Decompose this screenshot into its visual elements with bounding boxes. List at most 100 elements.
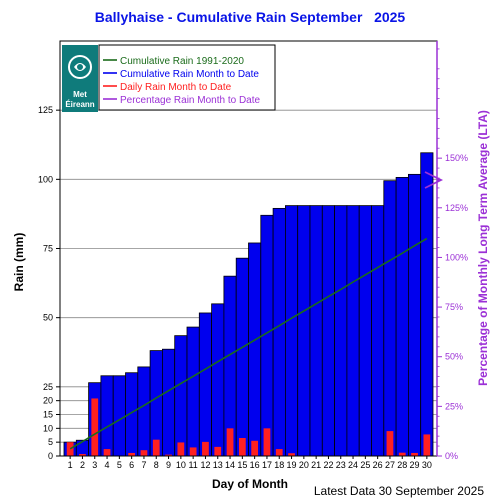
y-axis-label: Rain (mm) <box>12 233 26 292</box>
cumulative-bar-day-23 <box>334 205 348 457</box>
daily-bar-day-15 <box>238 438 246 456</box>
daily-bar-day-9 <box>165 454 172 456</box>
y2-tick-label-150%: 150% <box>445 153 468 163</box>
x-tick-label-13: 13 <box>213 460 223 470</box>
cumulative-bar-day-22 <box>321 205 335 457</box>
x-tick-label-15: 15 <box>237 460 247 470</box>
met-eireann-logo: Met Éireann <box>62 45 98 112</box>
right-axis-ticks: 0% 25% 50% 75% 100% 125% 150% <box>437 48 468 461</box>
y-tick-label-20: 20 <box>43 396 53 406</box>
x-tick-label-17: 17 <box>262 460 272 470</box>
daily-bar-day-30 <box>423 434 431 456</box>
lta-cumulative-line <box>69 237 428 450</box>
x-axis-label: Day of Month <box>212 477 288 491</box>
y2-tick-label-0%: 0% <box>445 451 458 461</box>
x-tick-label-7: 7 <box>141 460 146 470</box>
left-axis-ticks: 0 5 10 15 20 25 50 75 100 125 <box>38 105 60 461</box>
cumulative-bar-day-11 <box>186 326 200 457</box>
cumulative-bar-day-12 <box>198 312 213 457</box>
daily-bar-day-29 <box>411 452 418 456</box>
daily-bar-day-14 <box>226 428 234 456</box>
x-tick-label-11: 11 <box>188 460 197 470</box>
cumulative-bar-day-9 <box>161 348 176 457</box>
x-tick-label-12: 12 <box>200 460 210 470</box>
y2-axis-label: Percentage of Monthly Long Term Average … <box>476 110 490 386</box>
x-tick-label-30: 30 <box>422 460 432 470</box>
x-axis-ticks: 1 2 3 4 5 6 7 8 9 10 11 12 13 14 15 16 17 18 19 20 21 22 23 24 2… <box>68 456 432 470</box>
latest-data-note: Latest Data 30 September 2025 <box>314 484 484 498</box>
x-tick-label-6: 6 <box>129 460 134 470</box>
x-tick-label-22: 22 <box>323 460 333 470</box>
cumulative-bar-day-26 <box>371 205 385 457</box>
daily-bar-day-19 <box>288 453 295 456</box>
x-tick-label-8: 8 <box>154 460 159 470</box>
x-tick-label-9: 9 <box>166 460 171 470</box>
cumulative-bar-day-30 <box>420 152 434 457</box>
daily-bar-day-2 <box>79 454 86 456</box>
daily-bar-day-6 <box>128 452 136 456</box>
cumulative-bar-day-5 <box>112 375 126 457</box>
y-tick-label-10: 10 <box>43 423 53 433</box>
daily-bar-day-4 <box>103 449 111 456</box>
y-tick-label-5: 5 <box>48 437 53 447</box>
legend-percentage: Percentage Rain Month to Date <box>120 95 261 106</box>
y2-tick-label-125%: 125% <box>445 203 468 213</box>
x-tick-label-19: 19 <box>287 460 297 470</box>
cumulative-bar-day-27 <box>383 180 397 457</box>
daily-bar-day-8 <box>152 439 160 456</box>
x-tick-label-29: 29 <box>410 460 420 470</box>
daily-bar-day-16 <box>251 440 259 456</box>
y2-tick-label-75%: 75% <box>445 302 463 312</box>
cumulative-bar-day-16 <box>248 242 262 457</box>
cumulative-bar-day-7 <box>137 366 151 457</box>
y2-tick-label-25%: 25% <box>445 401 463 411</box>
legend-cumulative: Cumulative Rain Month to Date <box>120 69 259 80</box>
x-tick-label-26: 26 <box>373 460 383 470</box>
daily-bar-day-27 <box>386 431 394 456</box>
cumulative-bar-day-10 <box>174 335 188 457</box>
cumulative-bar-day-25 <box>358 205 372 457</box>
x-tick-label-28: 28 <box>397 460 407 470</box>
daily-bar-day-12 <box>202 441 209 456</box>
cumulative-bar-day-20 <box>297 205 311 457</box>
cumulative-bar-day-21 <box>309 205 323 457</box>
cumulative-bar-day-28 <box>395 176 409 457</box>
y-tick-label-75: 75 <box>43 244 53 254</box>
y2-tick-label-100%: 100% <box>445 252 468 262</box>
cumulative-bar-day-29 <box>407 173 422 457</box>
daily-bar-day-28 <box>398 452 406 456</box>
x-tick-label-3: 3 <box>92 460 97 470</box>
x-tick-label-1: 1 <box>68 460 73 470</box>
y-tick-label-100: 100 <box>38 174 53 184</box>
cumulative-bar-day-24 <box>346 205 360 457</box>
y2-tick-label-50%: 50% <box>445 352 463 362</box>
x-tick-label-27: 27 <box>385 460 395 470</box>
x-tick-label-2: 2 <box>80 460 85 470</box>
cumulative-bar-day-4 <box>100 375 114 457</box>
x-tick-label-25: 25 <box>360 460 370 470</box>
daily-bar-day-18 <box>275 449 283 456</box>
daily-rain-bars-front <box>66 398 431 456</box>
x-tick-label-10: 10 <box>176 460 186 470</box>
daily-bar-day-10 <box>177 442 185 456</box>
y-tick-label-50: 50 <box>43 313 53 323</box>
daily-bar-day-13 <box>214 446 222 456</box>
y-tick-label-15: 15 <box>43 410 53 420</box>
cumulative-bar-day-2 <box>75 439 90 457</box>
chart-title: Ballyhaise - Cumulative Rain September 2… <box>95 9 406 25</box>
x-tick-label-4: 4 <box>105 460 110 470</box>
x-tick-label-16: 16 <box>250 460 260 470</box>
x-tick-label-5: 5 <box>117 460 122 470</box>
legend: Cumulative Rain 1991-2020 Cumulative Rai… <box>98 44 276 111</box>
daily-bar-day-17 <box>263 428 271 456</box>
daily-bar-day-7 <box>140 450 148 456</box>
daily-bar-day-3 <box>91 398 99 456</box>
logo-text-met: Met <box>73 90 87 99</box>
x-tick-label-14: 14 <box>225 460 235 470</box>
daily-bar-day-11 <box>189 447 197 456</box>
logo-text-eireann: Éireann <box>65 100 94 109</box>
legend-lta: Cumulative Rain 1991-2020 <box>120 56 244 67</box>
x-tick-label-23: 23 <box>336 460 346 470</box>
legend-daily: Daily Rain Month to Date <box>120 82 232 93</box>
cumulative-bar-day-15 <box>235 257 249 457</box>
